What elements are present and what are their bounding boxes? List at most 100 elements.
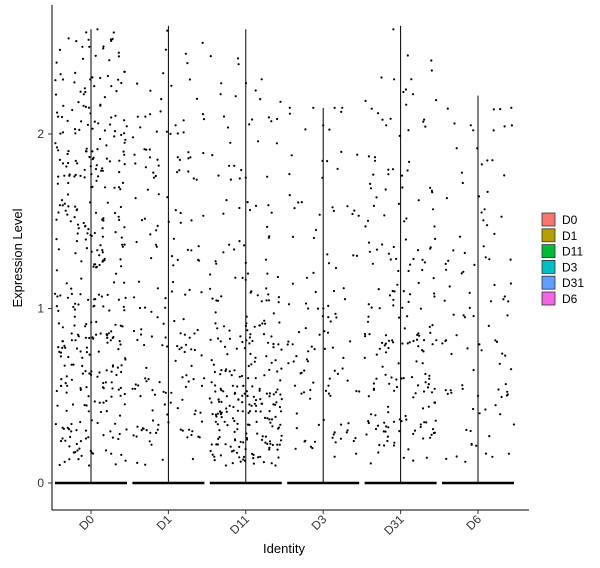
data-point: [155, 431, 158, 434]
data-point: [214, 311, 217, 314]
data-point: [433, 295, 436, 298]
data-point: [279, 100, 282, 103]
data-point: [422, 339, 426, 342]
data-point: [214, 413, 217, 416]
data-point: [76, 223, 80, 226]
data-point: [229, 141, 232, 144]
data-point: [241, 340, 244, 344]
data-point: [256, 432, 259, 435]
data-point: [253, 360, 256, 363]
data-point: [506, 314, 509, 317]
data-point: [494, 404, 497, 407]
data-point: [60, 199, 64, 202]
data-point: [82, 221, 85, 225]
data-point: [383, 344, 386, 347]
data-point: [173, 319, 176, 323]
data-point: [72, 363, 75, 366]
data-point: [385, 124, 388, 127]
data-point: [79, 293, 82, 296]
data-point: [241, 410, 244, 413]
data-point: [375, 377, 378, 380]
data-point: [188, 288, 191, 291]
data-point: [86, 232, 89, 235]
data-point: [98, 401, 101, 404]
data-point: [187, 157, 190, 160]
data-point: [214, 384, 217, 387]
data-point: [105, 410, 108, 413]
data-point: [346, 205, 349, 208]
data-point: [54, 292, 57, 295]
data-point: [400, 174, 404, 177]
data-point: [71, 403, 75, 406]
data-point: [433, 292, 436, 295]
data-point: [252, 395, 255, 398]
data-point: [195, 97, 199, 100]
data-point: [84, 437, 88, 440]
data-point: [383, 421, 386, 424]
data-point: [115, 90, 118, 93]
data-point: [151, 419, 155, 422]
data-point: [422, 350, 425, 353]
data-point: [375, 353, 378, 356]
data-point: [192, 378, 195, 381]
data-point: [267, 204, 270, 207]
data-point: [363, 332, 367, 336]
data-point: [216, 337, 220, 340]
data-point: [61, 437, 64, 440]
y-tick-label: 0: [37, 476, 44, 490]
data-point: [463, 251, 466, 255]
data-point: [254, 204, 258, 207]
data-point: [210, 359, 213, 362]
data-point: [377, 451, 380, 454]
data-point: [267, 299, 271, 302]
data-point: [374, 427, 378, 431]
data-point: [143, 343, 146, 347]
data-point: [105, 399, 108, 402]
data-point: [332, 289, 336, 293]
data-point: [85, 150, 88, 153]
data-point: [434, 237, 437, 240]
data-point: [148, 440, 151, 443]
data-point: [84, 370, 87, 373]
data-point: [431, 324, 434, 327]
data-point: [391, 168, 395, 171]
data-point: [59, 351, 63, 354]
data-point: [150, 310, 153, 313]
data-point: [236, 409, 240, 412]
data-point: [272, 346, 275, 349]
data-point: [397, 202, 400, 205]
data-point: [248, 336, 251, 339]
data-point: [164, 48, 167, 51]
data-point: [235, 451, 239, 454]
data-point: [382, 430, 385, 433]
data-point: [77, 227, 80, 230]
data-point: [196, 328, 199, 332]
data-point: [421, 268, 424, 272]
data-point: [111, 436, 114, 439]
data-point: [260, 438, 264, 441]
data-point: [248, 403, 251, 406]
data-point: [469, 429, 472, 433]
data-point: [102, 387, 105, 390]
data-point: [503, 174, 506, 177]
data-point: [148, 148, 151, 151]
data-point: [137, 280, 141, 283]
data-point: [99, 410, 103, 414]
data-point: [123, 243, 126, 246]
data-point: [181, 376, 184, 379]
data-point: [219, 387, 222, 390]
data-point: [391, 339, 394, 342]
data-point: [243, 392, 246, 395]
data-point: [237, 63, 240, 66]
data-point: [488, 435, 491, 438]
data-point: [110, 85, 113, 88]
data-point: [433, 401, 437, 404]
data-point: [351, 212, 354, 216]
legend-swatch: [541, 275, 556, 290]
data-point: [150, 335, 153, 338]
data-point: [463, 316, 466, 319]
data-point: [57, 211, 60, 214]
data-point: [392, 245, 395, 249]
data-point: [493, 232, 496, 235]
data-point: [417, 332, 420, 335]
